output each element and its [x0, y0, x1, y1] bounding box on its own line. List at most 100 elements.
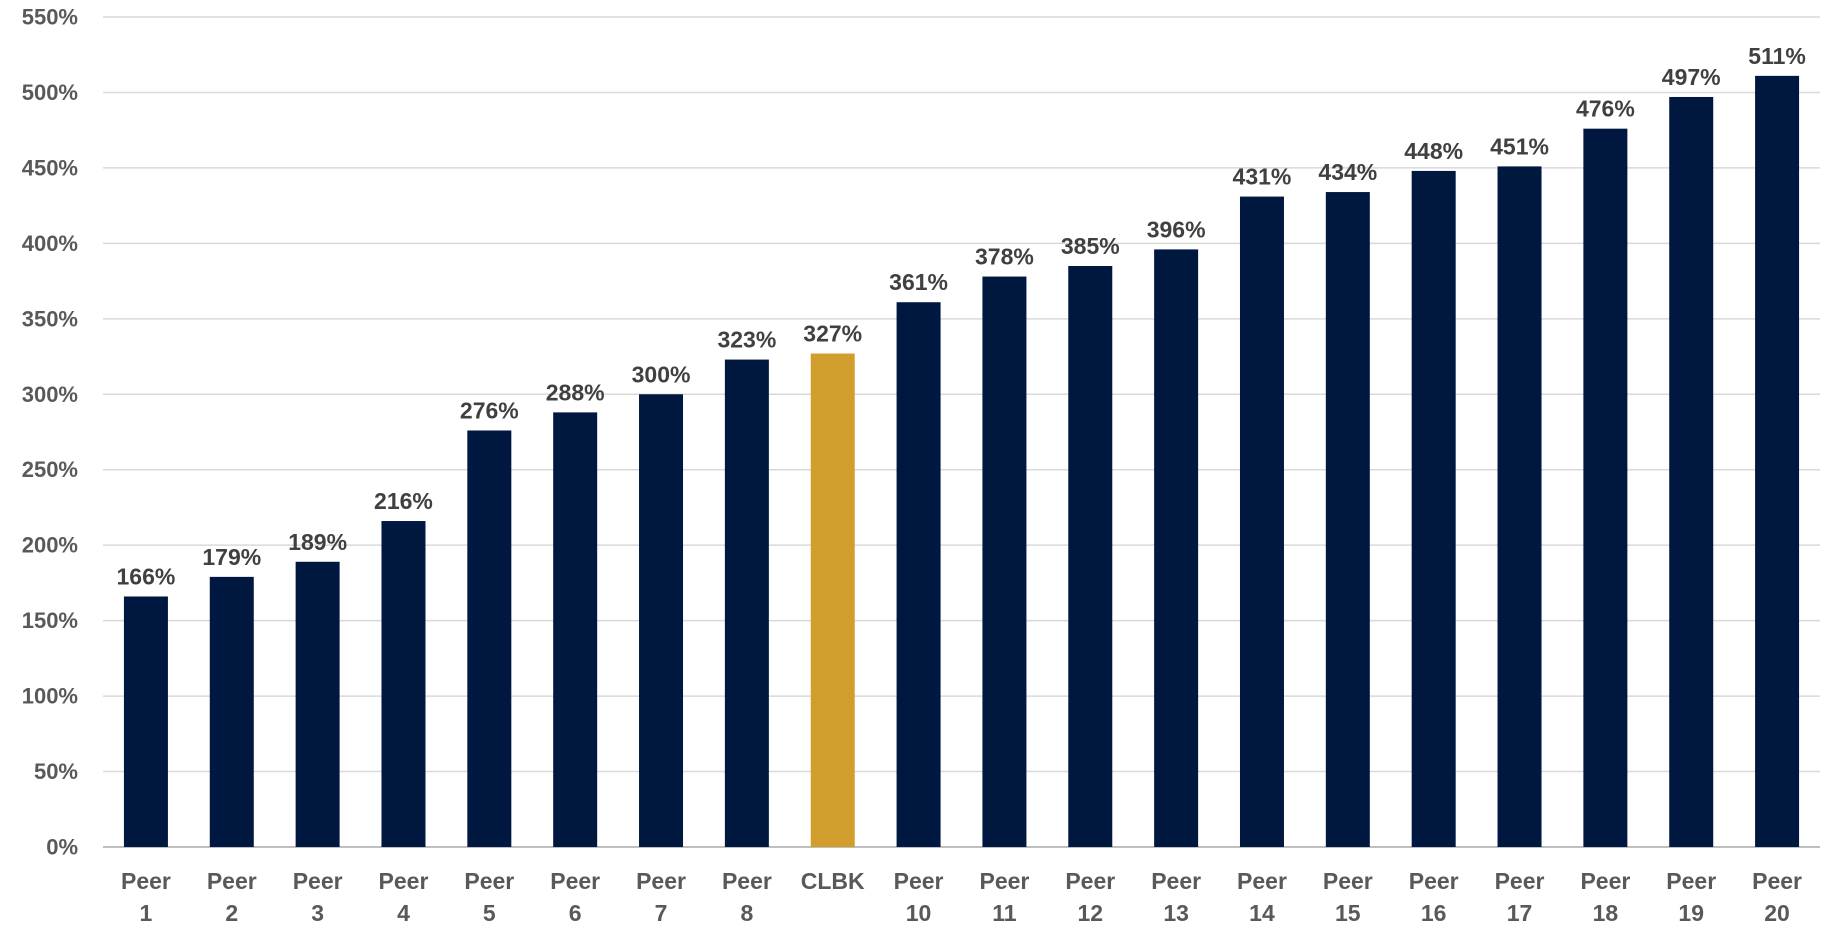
- data-labels: 166% 179% 189% 216% 276% 288% 300% 323% 327% 361%…: [117, 43, 1806, 590]
- x-tick-label-line: Peer: [1237, 868, 1287, 894]
- x-tick-label-line: 3: [311, 900, 324, 926]
- bar: [896, 302, 941, 848]
- x-tick-label-line: Peer: [979, 868, 1029, 894]
- data-label: 511%: [1748, 43, 1806, 69]
- bar: [1755, 75, 1800, 847]
- x-tick-label: Peer 1: [121, 868, 171, 926]
- y-tick-label: 500%: [22, 80, 78, 105]
- x-tick-label-line: 2: [225, 900, 238, 926]
- data-label: 378%: [975, 244, 1034, 270]
- x-tick-label-line: 13: [1163, 900, 1189, 926]
- x-tick-label-line: Peer: [1065, 868, 1115, 894]
- bar: [982, 276, 1027, 848]
- bar: [639, 394, 684, 847]
- data-label: 497%: [1662, 64, 1721, 90]
- x-tick-label: Peer 15: [1323, 868, 1373, 926]
- bar: [553, 412, 598, 847]
- data-label: 276%: [460, 397, 519, 423]
- x-tick-label-line: Peer: [1752, 868, 1802, 894]
- bar: [1239, 196, 1284, 848]
- y-tick-label: 400%: [22, 231, 78, 256]
- data-label: 323%: [717, 327, 776, 353]
- data-label: 189%: [288, 529, 347, 555]
- data-label: 361%: [889, 269, 948, 295]
- bar-highlight: [810, 353, 855, 847]
- bars: [123, 75, 1800, 848]
- bar: [1068, 266, 1113, 847]
- data-label: 431%: [1233, 164, 1292, 190]
- x-tick-label: Peer 17: [1495, 868, 1545, 926]
- x-tick-label-line: 19: [1678, 900, 1704, 926]
- x-tick-label-line: Peer: [722, 868, 772, 894]
- y-tick-label: 200%: [22, 533, 78, 558]
- y-tick-label: 550%: [22, 5, 78, 30]
- data-label: 396%: [1147, 216, 1206, 242]
- bar: [1154, 249, 1199, 847]
- bar: [123, 596, 168, 847]
- bar: [381, 521, 426, 847]
- data-label: 327%: [803, 321, 862, 347]
- bar: [1497, 166, 1542, 847]
- data-label: 166%: [117, 563, 176, 589]
- data-label: 451%: [1490, 133, 1549, 159]
- bar: [467, 430, 512, 847]
- x-tick-label-line: 11: [992, 900, 1017, 926]
- x-tick-label: Peer 18: [1580, 868, 1630, 926]
- y-tick-label: 0%: [46, 835, 78, 860]
- x-tick-label-line: 4: [397, 900, 410, 926]
- x-tick-label: Peer 11: [979, 868, 1029, 926]
- data-label: 300%: [632, 361, 691, 387]
- x-tick-label-line: Peer: [1409, 868, 1459, 894]
- y-tick-label: 350%: [22, 306, 78, 331]
- data-label: 448%: [1404, 138, 1463, 164]
- x-tick-label: Peer 7: [636, 868, 686, 926]
- data-label: 288%: [546, 379, 605, 405]
- x-tick-label-line: 20: [1764, 900, 1790, 926]
- x-tick-label-line: Peer: [379, 868, 429, 894]
- bar: [1325, 192, 1370, 847]
- x-tick-label: Peer 3: [293, 868, 343, 926]
- x-tick-label-line: 14: [1249, 900, 1275, 926]
- x-tick-label-line: Peer: [121, 868, 171, 894]
- x-tick-label-line: 5: [483, 900, 496, 926]
- x-tick-label: Peer 6: [550, 868, 600, 926]
- x-tick-label-line: Peer: [1580, 868, 1630, 894]
- x-tick-label-line: 8: [740, 900, 753, 926]
- data-label: 476%: [1576, 96, 1635, 122]
- data-label: 385%: [1061, 233, 1120, 259]
- x-tick-label-line: Peer: [293, 868, 343, 894]
- x-tick-label-line: 18: [1593, 900, 1619, 926]
- x-tick-label-line: 16: [1421, 900, 1447, 926]
- x-tick-label-line: 15: [1335, 900, 1361, 926]
- bar: [724, 359, 769, 847]
- x-tick-label: Peer 16: [1409, 868, 1459, 926]
- x-tick-label-line: 7: [655, 900, 668, 926]
- x-tick-label: CLBK: [801, 868, 865, 894]
- bar: [1669, 96, 1714, 848]
- x-tick-label: Peer 13: [1151, 868, 1201, 926]
- x-tick-label: Peer 10: [894, 868, 944, 926]
- x-axis-ticks: Peer 1 Peer 2 Peer 3 Peer 4 Peer 5 Peer 6 Peer 7 Peer 8…: [121, 868, 1802, 926]
- bar: [1583, 128, 1628, 847]
- y-tick-label: 50%: [34, 759, 78, 784]
- x-tick-label-line: Peer: [894, 868, 944, 894]
- x-tick-label: Peer 4: [379, 868, 429, 926]
- x-tick-label-line: Peer: [550, 868, 600, 894]
- y-tick-label: 450%: [22, 155, 78, 180]
- y-tick-label: 250%: [22, 457, 78, 482]
- x-tick-label: Peer 8: [722, 868, 772, 926]
- x-tick-label-line: Peer: [1151, 868, 1201, 894]
- x-tick-label-line: Peer: [1666, 868, 1716, 894]
- x-tick-label: Peer 19: [1666, 868, 1716, 926]
- y-tick-label: 300%: [22, 382, 78, 407]
- gridlines: [103, 16, 1820, 848]
- x-tick-label-line: CLBK: [801, 868, 865, 894]
- x-tick-label-line: Peer: [207, 868, 257, 894]
- x-tick-label-line: 10: [906, 900, 932, 926]
- bar: [295, 561, 340, 847]
- x-tick-label-line: Peer: [1323, 868, 1373, 894]
- x-tick-label-line: 6: [569, 900, 582, 926]
- x-tick-label-line: 12: [1077, 900, 1103, 926]
- bar: [209, 576, 254, 847]
